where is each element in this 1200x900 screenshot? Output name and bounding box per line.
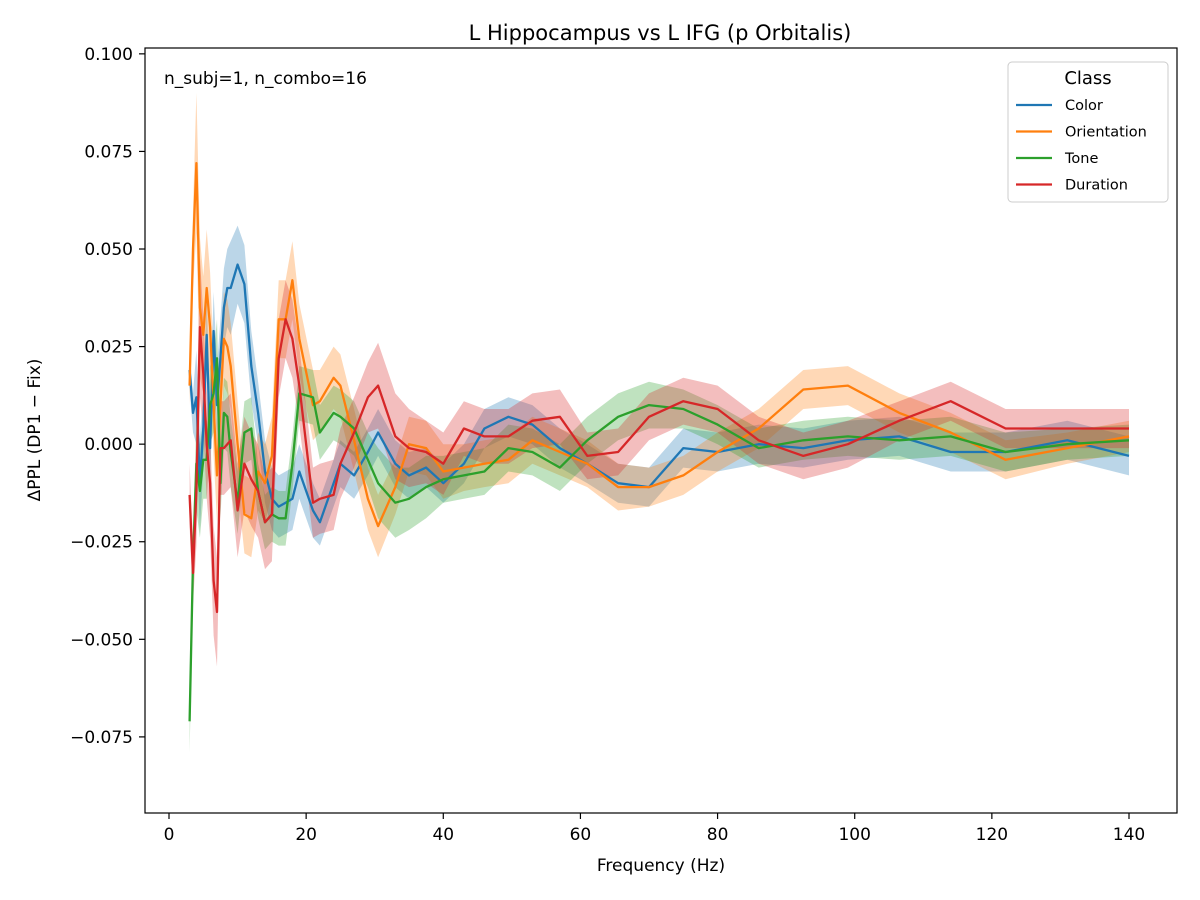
legend-label-orientation: Orientation (1065, 125, 1147, 141)
y-tick-label: 0.100 (84, 45, 133, 65)
x-tick-label: 100 (838, 825, 870, 845)
band-tone (189, 319, 1130, 753)
band-duration (189, 256, 1130, 667)
x-tick-label: 80 (707, 825, 729, 845)
y-tick-label: 0.000 (84, 435, 133, 455)
chart-title: L Hippocampus vs L IFG (p Orbitalis) (469, 21, 852, 45)
band-color (189, 225, 1130, 546)
x-tick-label: 140 (1113, 825, 1145, 845)
y-tick-label: 0.075 (84, 142, 133, 162)
y-axis-label: ΔPPL (DP1 − Fix) (25, 359, 45, 502)
legend-label-duration: Duration (1065, 178, 1128, 194)
y-tick-label: −0.075 (70, 728, 133, 748)
x-tick-label: 0 (164, 825, 175, 845)
x-tick-label: 120 (976, 825, 1008, 845)
x-axis-ticks: 0 20 40 60 80 100 120 140 (164, 813, 1145, 845)
line-tone (188, 357, 1130, 722)
legend-frame (1007, 61, 1169, 203)
plot-frame (144, 47, 1178, 814)
legend-label-tone: Tone (1064, 151, 1098, 167)
x-tick-label: 60 (570, 825, 592, 845)
series-lines (188, 161, 1130, 722)
x-tick-label: 20 (295, 825, 317, 845)
x-axis-label: Frequency (Hz) (597, 856, 725, 876)
confidence-bands (189, 92, 1130, 753)
band-orientation (189, 92, 1130, 558)
chart-annotation: n_subj=1, n_combo=16 (164, 69, 367, 89)
plot-area (145, 48, 1177, 813)
line-duration (188, 318, 1129, 614)
y-tick-label: −0.050 (70, 630, 133, 650)
legend-label-color: Color (1065, 98, 1103, 114)
legend-title: Class (1064, 68, 1111, 89)
y-tick-label: 0.050 (84, 240, 133, 260)
y-tick-label: 0.025 (84, 338, 133, 358)
legend-items: Color Orientation Tone Duration (1016, 98, 1147, 194)
y-axis-ticks: −0.075 −0.050 −0.025 0.000 0.025 0.050 0.075 0.… (70, 45, 145, 748)
x-tick-label: 40 (432, 825, 454, 845)
legend: Class Color Orientation Tone Duration (1007, 61, 1169, 203)
y-tick-label: −0.025 (70, 533, 133, 553)
